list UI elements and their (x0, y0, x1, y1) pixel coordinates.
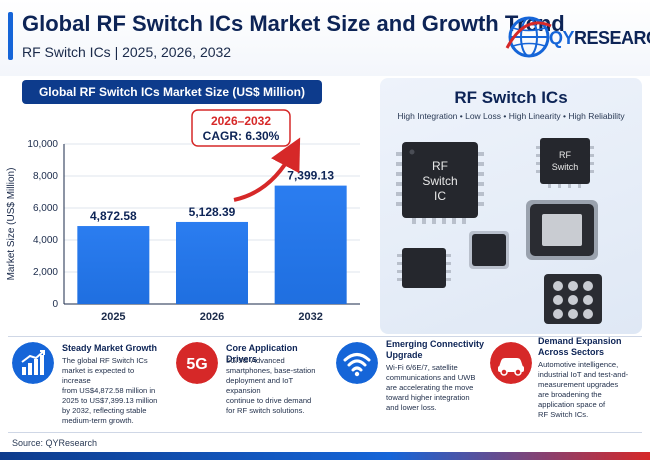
header: Global RF Switch ICs Market Size and Gro… (0, 0, 650, 76)
cagr-value: CAGR: 6.30% (203, 129, 280, 143)
car-icon (490, 342, 532, 384)
qyresearch-logo: QYRESEARCH (505, 8, 650, 66)
page-title: Global RF Switch ICs Market Size and Gro… (22, 11, 565, 36)
feature-body: The global RF Switch ICs market is expect… (62, 356, 158, 425)
small-chip-label-1: RF (559, 150, 571, 160)
feature-body: Automotive intelligence, industrial IoT a… (538, 360, 629, 419)
feature-title: Core Application Drivers (226, 343, 298, 364)
growth-chart-icon (12, 342, 54, 384)
large-chip-label-3: IC (434, 189, 446, 203)
chart-title-banner: Global RF Switch ICs Market Size (US$ Mi… (22, 80, 322, 104)
header-accent-bar (8, 12, 13, 60)
y-tick-label: 8,000 (33, 171, 58, 182)
large-chip-icon: RF Switch IC (396, 142, 484, 224)
x-tick-label: 2032 (298, 311, 322, 323)
y-axis-label: Market Size (US$ Million) (6, 168, 17, 281)
y-tick-label: 6,000 (33, 203, 58, 214)
small-chip-label-2: Switch (552, 162, 579, 172)
bar-value-label: 7,399.13 (287, 169, 334, 183)
large-chip-label-1: RF (432, 159, 448, 173)
feature-core-drivers: 5G Core Application Drivers 5G/5G-Advanc… (176, 340, 326, 428)
market-size-chart: 0 2,000 4,000 6,000 8,000 10,000 Market Size (… (0, 108, 370, 334)
feature-demand-expansion: Demand Expansion Across Sectors Automotiv… (490, 336, 642, 428)
bga-chip-icon (544, 274, 602, 324)
x-tick-label: 2025 (101, 311, 125, 323)
globe-icon (505, 16, 552, 58)
logo-wordmark: QYRESEARCH (549, 28, 650, 48)
cagr-box (191, 109, 291, 147)
y-tick-label: 10,000 (27, 139, 58, 150)
feature-body: 5G/5G-Advanced smartphones, base-station d… (226, 356, 316, 415)
feature-connectivity-upgrade: Emerging Connectivity Upgrade Wi-Fi 6/6E/… (336, 339, 486, 428)
bar-2025 (77, 226, 150, 304)
qfn-chip-icon (526, 200, 598, 260)
source-note: Source: QYResearch (12, 438, 98, 448)
chip-illustration: RF Switch IC RF Switch (396, 138, 602, 324)
feature-title: Steady Market Growth (62, 343, 158, 353)
small-chip-icon: RF Switch (536, 138, 594, 188)
bar-value-label: 5,128.39 (189, 205, 236, 219)
bar-2032 (274, 185, 347, 304)
growth-arrow (233, 137, 301, 202)
cagr-period: 2026–2032 (211, 114, 271, 128)
tiny-chip-icon (469, 231, 509, 269)
feature-title: Demand Expansion Across Sectors (538, 336, 622, 357)
y-tick-label: 2,000 (33, 267, 58, 278)
bottom-accent-bar (0, 452, 650, 460)
svg-text:5G: 5G (186, 356, 207, 373)
wifi-icon (336, 342, 378, 384)
product-panel: RF Switch ICs High Integration • Low Los… (380, 78, 642, 334)
page-subtitle: RF Switch ICs | 2025, 2026, 2032 (22, 44, 232, 60)
bar-chart-svg: 0 2,000 4,000 6,000 8,000 10,000 Market Size (… (6, 109, 360, 323)
product-tags: High Integration • Low Loss • High Linea… (397, 111, 625, 121)
bar-2026 (176, 221, 248, 304)
x-tick-label: 2026 (200, 311, 224, 323)
feature-steady-growth: Steady Market Growth The global RF Switc… (12, 340, 162, 428)
footer-divider (8, 432, 642, 433)
bar-value-label: 4,872.58 (90, 209, 137, 223)
y-tick-label: 0 (52, 299, 58, 310)
feature-title: Emerging Connectivity Upgrade (386, 339, 485, 360)
section-divider (8, 336, 642, 337)
5g-icon: 5G (176, 342, 218, 384)
y-tick-label: 4,000 (33, 235, 58, 246)
large-chip-label-2: Switch (422, 174, 457, 188)
feature-body: Wi-Fi 6/6E/7, satellite communications an… (386, 363, 476, 412)
product-title: RF Switch ICs (454, 88, 568, 107)
sop-chip-icon (397, 248, 451, 288)
